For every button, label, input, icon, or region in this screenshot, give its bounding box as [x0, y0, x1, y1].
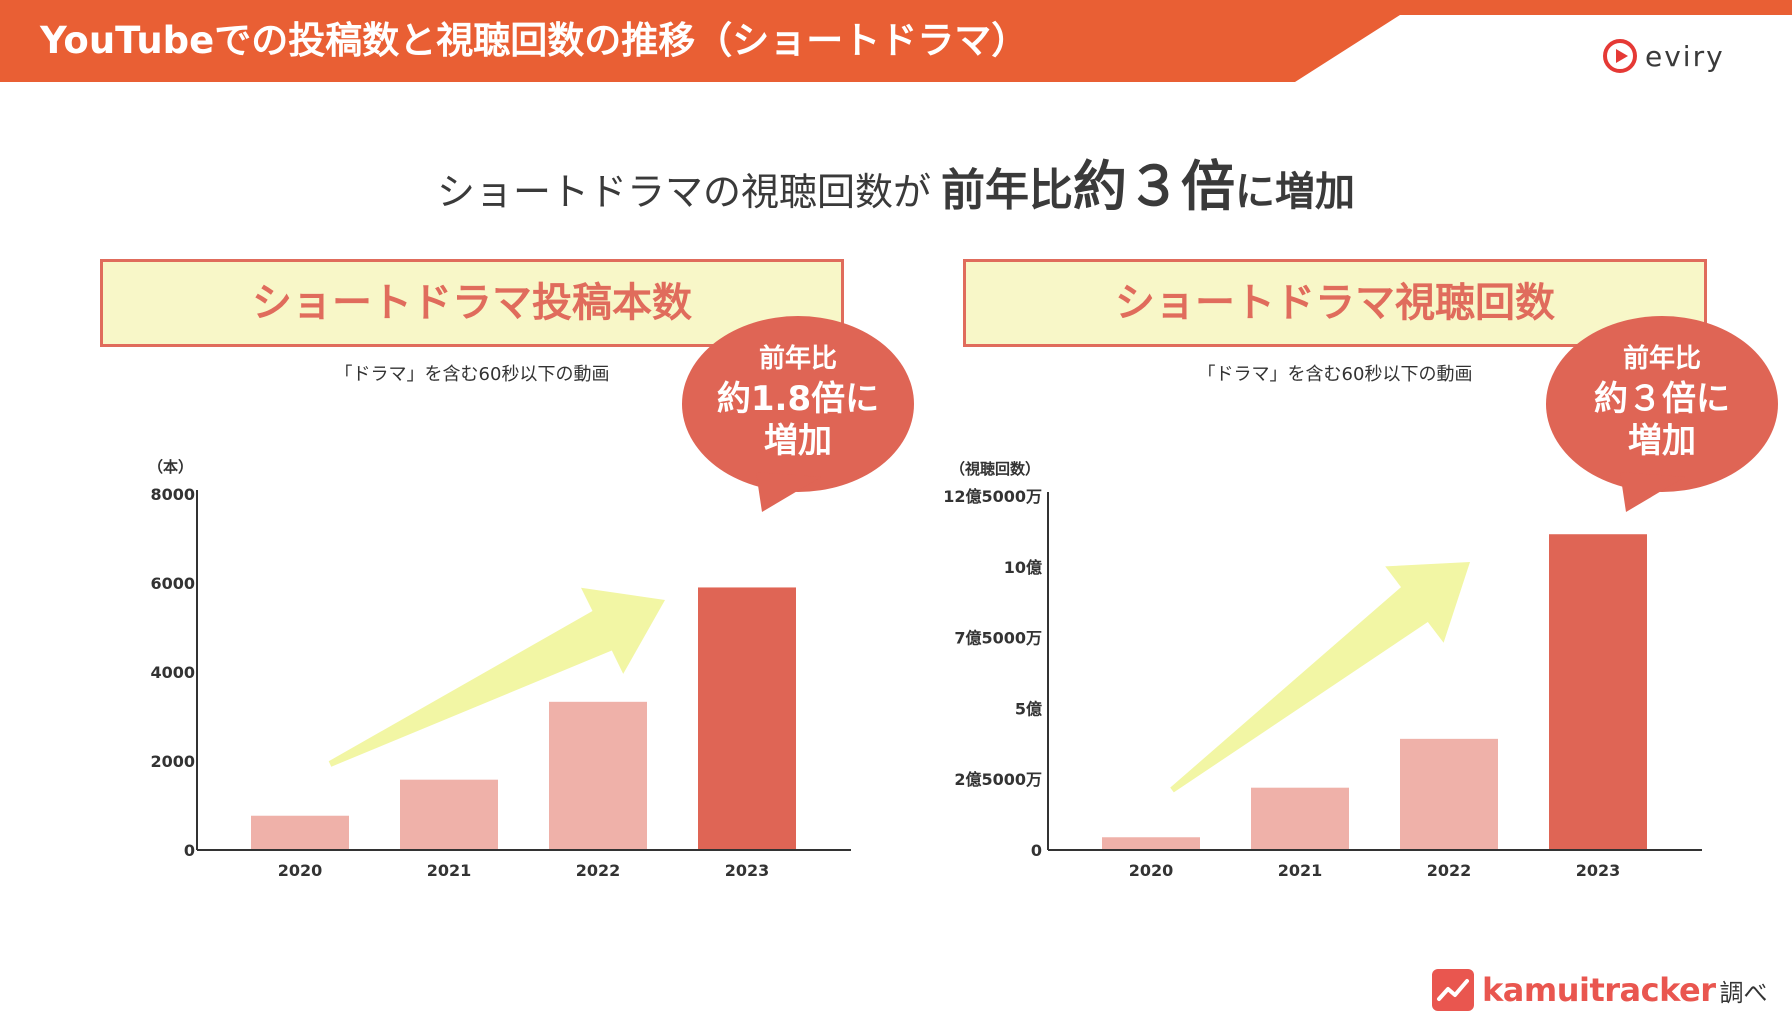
x-tick-label: 2023 — [1576, 861, 1621, 880]
bar-2023 — [698, 587, 796, 850]
y-tick-label: 12億5000万 — [943, 487, 1042, 506]
y-tick-label: 10億 — [1004, 558, 1042, 577]
headline-suffix: に増加 — [1235, 169, 1355, 215]
headline-emphasis-a: 前年比 — [941, 165, 1073, 216]
bubble-posts-text: 前年比 約1.8倍に 増加 — [683, 340, 913, 462]
bubble-posts-tail — [756, 472, 821, 512]
y-tick-label: 0 — [1031, 841, 1042, 860]
header-band — [0, 0, 1792, 82]
y-tick-label: 6000 — [150, 574, 195, 593]
bubble-posts-body — [682, 316, 914, 492]
play-circle-icon — [1603, 39, 1637, 73]
posts-bar-chart: 0 2000 4000 6000 8000 （本） 2020 2021 2022 2023 — [148, 458, 851, 880]
bubble-views-line1: 前年比 — [1622, 344, 1701, 374]
bubble-posts-line2: 約1.8倍に — [716, 379, 880, 419]
headline-prefix: ショートドラマの視聴回数が — [436, 170, 931, 214]
trend-arrow — [1170, 562, 1470, 793]
y-tick-label: 2億5000万 — [954, 770, 1042, 789]
bubble-views — [1546, 316, 1778, 512]
x-tick-label: 2022 — [576, 861, 621, 880]
x-tick-label: 2020 — [1129, 861, 1174, 880]
eviry-logo: eviry — [1603, 36, 1763, 76]
x-tick-label: 2021 — [427, 861, 472, 880]
y-tick-label: 4000 — [150, 663, 195, 682]
y-axis-unit-label: （本） — [148, 458, 193, 476]
bubble-views-line2: 約３倍に — [1594, 379, 1730, 419]
bar-2020 — [251, 815, 349, 850]
bubble-posts-line3: 増加 — [764, 421, 832, 461]
bubble-views-tail — [1620, 472, 1685, 512]
bar-2023 — [1549, 534, 1647, 850]
y-tick-label: 5億 — [1015, 699, 1042, 718]
bubble-views-line3: 増加 — [1628, 421, 1696, 461]
bubble-views-body — [1546, 316, 1778, 492]
x-tick-label: 2022 — [1427, 861, 1472, 880]
credit-brand: kamuitracker — [1482, 971, 1716, 1009]
headline: ショートドラマの視聴回数が 前年比約３倍に増加 — [0, 142, 1792, 221]
bubble-views-text: 前年比 約３倍に 増加 — [1547, 340, 1777, 462]
source-credit: kamuitracker 調べ — [1432, 966, 1768, 1014]
bar-2022 — [1400, 738, 1498, 850]
x-tick-label: 2021 — [1278, 861, 1323, 880]
y-tick-label: 8000 — [150, 485, 195, 504]
views-bar-chart: 0 2億5000万 5億 7億5000万 10億 12億5000万 （視聴回数） 2020 20… — [943, 460, 1702, 880]
x-tick-label: 2020 — [278, 861, 323, 880]
chart-banner-views: ショートドラマ視聴回数 — [963, 259, 1707, 347]
chart-subnote-views: 「ドラマ」を含む60秒以下の動画 — [1197, 364, 1473, 385]
trend-chart-icon — [1432, 969, 1474, 1011]
header-band-accent — [0, 0, 1792, 82]
y-tick-label: 2000 — [150, 752, 195, 771]
x-tick-label: 2023 — [725, 861, 770, 880]
bar-2021 — [400, 779, 498, 850]
chart-banner-posts: ショートドラマ投稿本数 — [100, 259, 844, 347]
bubble-posts — [682, 316, 914, 512]
chart-subnote-posts: 「ドラマ」を含む60秒以下の動画 — [334, 364, 610, 385]
credit-suffix: 調べ — [1719, 978, 1768, 1007]
y-tick-label: 0 — [184, 841, 195, 860]
bubble-posts-line1: 前年比 — [758, 344, 837, 374]
bar-2022 — [549, 701, 647, 850]
y-tick-label: 7億5000万 — [954, 629, 1042, 648]
bar-2021 — [1251, 787, 1349, 850]
trend-arrow — [328, 587, 665, 767]
bar-2020 — [1102, 837, 1200, 850]
y-axis-unit-label: （視聴回数） — [950, 460, 1040, 478]
page-title: YouTubeでの投稿数と視聴回数の推移（ショートドラマ） — [40, 19, 1029, 62]
brand-wordmark: eviry — [1645, 39, 1725, 73]
headline-emphasis-b: 約３倍 — [1073, 155, 1235, 218]
